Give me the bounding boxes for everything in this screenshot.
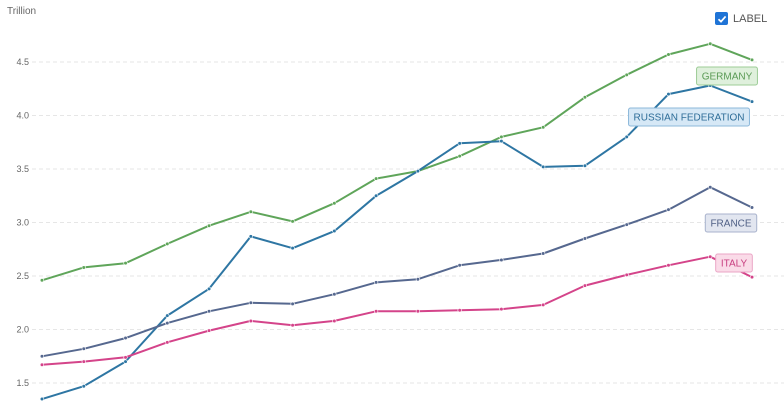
data-point bbox=[708, 41, 713, 46]
data-point bbox=[499, 257, 504, 263]
data-point bbox=[290, 246, 295, 251]
data-point bbox=[541, 164, 546, 169]
data-point bbox=[123, 335, 128, 341]
data-point bbox=[248, 209, 253, 214]
data-point bbox=[290, 301, 295, 306]
data-point bbox=[206, 309, 212, 314]
data-point bbox=[499, 307, 504, 312]
data-point bbox=[123, 359, 128, 364]
data-point bbox=[123, 355, 128, 360]
y-tick-label: 2.5 bbox=[16, 271, 29, 281]
data-point bbox=[165, 241, 170, 246]
data-point bbox=[374, 280, 379, 285]
data-point bbox=[374, 309, 379, 314]
series-label-box bbox=[704, 213, 758, 233]
data-point bbox=[206, 223, 212, 228]
data-point bbox=[666, 263, 671, 268]
data-point bbox=[81, 359, 86, 364]
data-point bbox=[165, 313, 170, 318]
data-point bbox=[415, 309, 420, 314]
series-label-box bbox=[696, 66, 758, 86]
data-point bbox=[457, 263, 462, 268]
data-point bbox=[374, 193, 379, 198]
label-toggle[interactable]: LABEL bbox=[715, 12, 767, 25]
data-point bbox=[39, 362, 45, 367]
data-point bbox=[624, 72, 629, 77]
data-point bbox=[582, 283, 588, 288]
data-point bbox=[499, 139, 504, 144]
data-point bbox=[290, 323, 295, 328]
data-point bbox=[624, 272, 629, 278]
data-point bbox=[499, 134, 504, 139]
series-label-box bbox=[715, 253, 753, 273]
data-point bbox=[415, 169, 420, 174]
data-point bbox=[666, 52, 671, 57]
data-point bbox=[206, 286, 212, 291]
label-toggle-text: LABEL bbox=[733, 12, 768, 25]
y-tick-label: 3.5 bbox=[16, 164, 29, 174]
y-tick-label: 2.0 bbox=[16, 325, 29, 335]
data-point bbox=[415, 277, 420, 282]
series-label: GERMANY bbox=[696, 66, 758, 86]
data-point bbox=[666, 91, 671, 97]
series-label-text: FRANCE bbox=[710, 219, 751, 230]
data-point bbox=[457, 154, 462, 159]
data-point bbox=[582, 163, 588, 168]
y-tick-label: 1.5 bbox=[16, 378, 29, 388]
y-axis-unit-label: Trillion bbox=[7, 6, 37, 17]
series-label: ITALY bbox=[715, 253, 753, 273]
y-tick-label: 3.0 bbox=[16, 218, 29, 228]
data-point bbox=[457, 141, 462, 146]
data-point bbox=[749, 205, 755, 210]
series-label-box bbox=[628, 107, 750, 127]
data-point bbox=[749, 99, 755, 104]
data-point bbox=[749, 274, 755, 280]
data-point bbox=[165, 320, 170, 326]
series-label-text: ITALY bbox=[721, 259, 748, 270]
data-point bbox=[666, 207, 671, 212]
data-point bbox=[123, 261, 128, 266]
y-tick-label: 4.0 bbox=[16, 111, 29, 121]
data-point bbox=[582, 236, 588, 241]
data-point bbox=[374, 176, 379, 181]
data-point bbox=[332, 318, 337, 324]
data-point bbox=[206, 328, 212, 333]
data-point bbox=[708, 254, 713, 259]
series-label-text: GERMANY bbox=[702, 72, 753, 83]
data-point bbox=[541, 125, 546, 130]
data-point bbox=[332, 201, 337, 206]
series-label-text: RUSSIAN FEDERATION bbox=[634, 113, 745, 124]
series-line bbox=[41, 186, 753, 358]
data-point bbox=[165, 340, 170, 345]
data-point bbox=[39, 396, 45, 402]
data-point bbox=[624, 134, 629, 139]
data-point bbox=[332, 292, 337, 297]
data-point bbox=[541, 251, 546, 256]
label-checkbox[interactable] bbox=[715, 12, 728, 25]
series-label: RUSSIAN FEDERATION bbox=[628, 107, 750, 127]
series-label: FRANCE bbox=[704, 213, 758, 233]
data-point bbox=[332, 228, 337, 234]
data-point bbox=[624, 222, 629, 227]
data-point bbox=[457, 308, 462, 313]
data-point bbox=[81, 265, 86, 270]
checkmark-icon bbox=[717, 15, 726, 23]
series-line bbox=[41, 42, 753, 282]
data-point bbox=[39, 278, 45, 283]
data-point bbox=[749, 57, 755, 62]
series-line bbox=[41, 255, 753, 366]
data-point bbox=[290, 219, 295, 224]
data-point bbox=[708, 185, 713, 190]
series-line bbox=[41, 84, 753, 401]
data-point bbox=[541, 302, 546, 307]
data-point bbox=[248, 318, 253, 324]
data-point bbox=[81, 384, 86, 389]
y-tick-label: 4.5 bbox=[16, 57, 29, 67]
data-point bbox=[39, 354, 45, 359]
data-point bbox=[81, 346, 86, 351]
data-point bbox=[582, 95, 588, 100]
data-point bbox=[248, 234, 253, 239]
data-point bbox=[248, 300, 253, 305]
